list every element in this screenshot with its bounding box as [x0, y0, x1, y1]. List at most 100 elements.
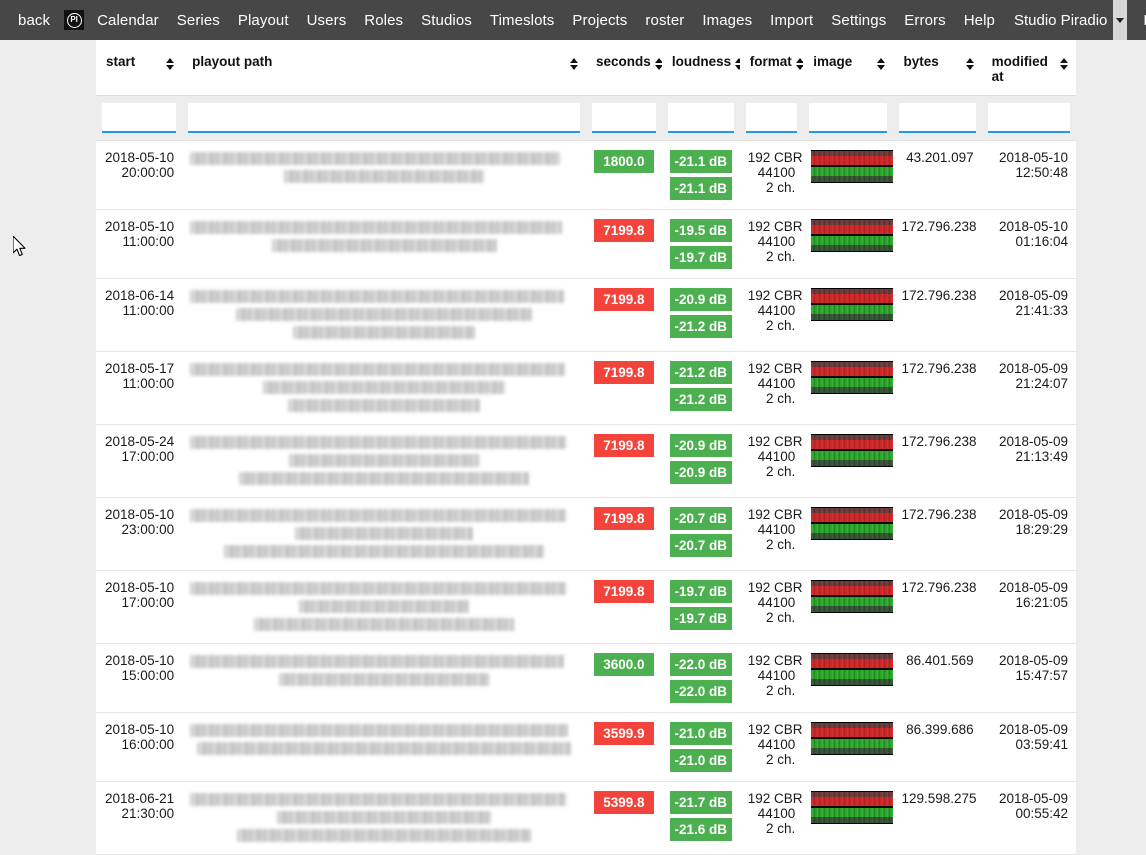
- nav-item-roster[interactable]: roster: [645, 11, 685, 29]
- format-channels: 2 ch.: [766, 536, 796, 552]
- nav-item-settings[interactable]: Settings: [831, 11, 887, 29]
- filter-input-bytes[interactable]: [899, 102, 976, 133]
- table-row[interactable]: 2018-05-10 15:00:00 3600.0 -22.0 dB -22.0 dB…: [96, 643, 1076, 713]
- cell-playout-path[interactable]: [182, 570, 586, 644]
- chevron-down-icon[interactable]: [1113, 0, 1128, 40]
- filter-input-format[interactable]: [745, 102, 798, 133]
- filter-input-start[interactable]: [102, 102, 177, 133]
- filter-input-image[interactable]: [809, 102, 888, 133]
- cell-playout-path[interactable]: [182, 424, 586, 498]
- col-header-start[interactable]: start: [96, 40, 183, 96]
- sort-icon-image[interactable]: [877, 58, 886, 70]
- nav-item-images[interactable]: Images: [702, 11, 753, 29]
- cell-playout-path[interactable]: [182, 643, 586, 713]
- sort-icon-seconds[interactable]: [654, 58, 663, 70]
- cell-image[interactable]: [803, 351, 894, 425]
- nav-item-timeslots[interactable]: Timeslots: [489, 11, 555, 29]
- table-row[interactable]: 2018-05-10 11:00:00 7199.8 -19.5 dB -19.7 dB…: [96, 209, 1076, 279]
- nav-back-link[interactable]: back: [18, 11, 51, 29]
- filter-cell-seconds: [585, 95, 662, 141]
- table-row[interactable]: 2018-06-14 11:00:00 7199.8 -20.9 dB -21.2 dB…: [96, 278, 1076, 352]
- playout-path-line: [190, 580, 578, 598]
- col-header-format[interactable]: format: [739, 40, 804, 96]
- nav-item-errors[interactable]: Errors: [904, 11, 946, 29]
- playout-path-text: [190, 150, 578, 186]
- loudness-badge: -22.0 dB: [669, 652, 732, 676]
- seconds-badge: 5399.8: [593, 790, 654, 814]
- waveform-thumbnail[interactable]: [811, 721, 894, 755]
- col-header-loudness[interactable]: loudness: [661, 40, 744, 96]
- sort-icon-playout-path[interactable]: [569, 58, 578, 70]
- cell-image[interactable]: [803, 424, 894, 498]
- waveform-thumbnail[interactable]: [811, 218, 894, 252]
- waveform-thumbnail[interactable]: [811, 149, 894, 183]
- cell-playout-path[interactable]: [182, 278, 586, 352]
- nav-item-playout[interactable]: Playout: [237, 11, 289, 29]
- app-logo[interactable]: PI: [60, 0, 88, 40]
- cell-bytes: 172.796.238: [893, 497, 982, 571]
- cell-modified-at: 2018-05-09 21:13:49: [981, 424, 1076, 498]
- cell-image[interactable]: [803, 643, 894, 713]
- start-date: 2018-05-10: [105, 579, 175, 595]
- cell-image[interactable]: [803, 278, 894, 352]
- playout-path-line: [190, 740, 578, 758]
- nav-item-calendar[interactable]: Calendar: [97, 11, 159, 29]
- table-row[interactable]: 2018-05-24 17:00:00 7199.8 -20.9 dB -20.9 dB…: [96, 424, 1076, 498]
- project-dropdown[interactable]: Project 88vier: [1133, 0, 1146, 40]
- waveform-thumbnail[interactable]: [811, 579, 894, 613]
- col-header-playout-path[interactable]: playout path: [182, 40, 586, 96]
- cell-playout-path[interactable]: [182, 497, 586, 571]
- cell-playout-path[interactable]: [182, 781, 586, 855]
- table-row[interactable]: 2018-05-10 20:00:00 1800.0 -21.1 dB -21.1 dB…: [96, 140, 1076, 210]
- cell-playout-path[interactable]: [182, 140, 586, 210]
- redacted-text: [254, 618, 515, 632]
- table-row[interactable]: 2018-05-17 11:00:00 7199.8 -21.2 dB -21.2 dB…: [96, 351, 1076, 425]
- waveform-thumbnail[interactable]: [811, 360, 894, 394]
- filter-input-loudness[interactable]: [667, 102, 734, 133]
- nav-item-studios[interactable]: Studios: [421, 11, 472, 29]
- table-row[interactable]: 2018-06-21 21:30:00 5399.8 -21.7 dB -21.6 dB…: [96, 781, 1076, 855]
- nav-item-help[interactable]: Help: [963, 11, 995, 29]
- modified-date: 2018-05-09: [998, 721, 1068, 737]
- waveform-thumbnail[interactable]: [811, 652, 894, 686]
- cell-playout-path[interactable]: [182, 209, 586, 279]
- col-header-image[interactable]: image: [803, 40, 894, 96]
- nav-item-import[interactable]: Import: [770, 11, 814, 29]
- filter-input-modified-at[interactable]: [987, 102, 1070, 133]
- table-row[interactable]: 2018-05-10 17:00:00 7199.8 -19.7 dB -19.7 dB…: [96, 570, 1076, 644]
- sort-icon-format[interactable]: [795, 58, 804, 70]
- filter-input-seconds[interactable]: [591, 102, 656, 133]
- waveform-thumbnail[interactable]: [811, 287, 894, 321]
- cell-image[interactable]: [803, 570, 894, 644]
- sort-icon-bytes[interactable]: [965, 58, 974, 70]
- nav-item-series[interactable]: Series: [176, 11, 220, 29]
- nav-item-roles[interactable]: Roles: [364, 11, 404, 29]
- studio-dropdown[interactable]: Studio Piradio: [1004, 0, 1133, 40]
- waveform-thumbnail[interactable]: [811, 433, 894, 467]
- cell-image[interactable]: [803, 140, 894, 210]
- col-header-bytes[interactable]: bytes: [893, 40, 982, 96]
- modified-date: 2018-05-10: [998, 218, 1068, 234]
- table-row[interactable]: 2018-05-10 23:00:00 7199.8 -20.7 dB -20.7 dB…: [96, 497, 1076, 571]
- cell-seconds: 7199.8: [585, 351, 662, 425]
- cell-playout-path[interactable]: [182, 351, 586, 425]
- col-header-modified-at[interactable]: modified at: [981, 40, 1076, 96]
- waveform-thumbnail[interactable]: [811, 790, 894, 824]
- col-header-seconds[interactable]: seconds: [585, 40, 663, 96]
- cell-image[interactable]: [803, 209, 894, 279]
- sort-icon-modified-at[interactable]: [1060, 58, 1068, 70]
- cell-image[interactable]: [803, 497, 894, 571]
- sort-icon-loudness[interactable]: [735, 58, 744, 70]
- cell-image[interactable]: [803, 781, 894, 855]
- redacted-text: [289, 454, 480, 468]
- table-row[interactable]: 2018-05-10 16:00:00 3599.9 -21.0 dB -21.0 dB…: [96, 712, 1076, 782]
- cell-playout-path[interactable]: [182, 712, 586, 782]
- nav-item-projects[interactable]: Projects: [572, 11, 628, 29]
- filter-input-playout-path[interactable]: [188, 102, 580, 133]
- cell-image[interactable]: [803, 712, 894, 782]
- cell-start: 2018-05-24 17:00:00: [96, 424, 183, 498]
- sort-icon-start[interactable]: [166, 58, 175, 70]
- waveform-thumbnail[interactable]: [811, 506, 894, 540]
- nav-item-users[interactable]: Users: [306, 11, 347, 29]
